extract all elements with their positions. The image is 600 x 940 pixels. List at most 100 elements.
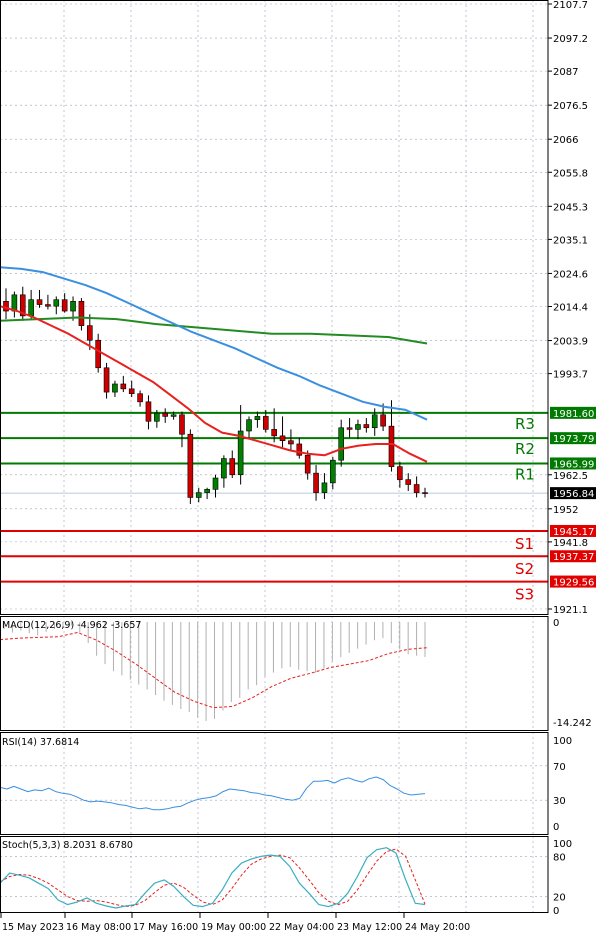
candle-body [170,414,177,417]
candle-body [95,339,101,369]
candle-body [271,429,277,437]
x-tick-label: 15 May 2023 [2,922,64,933]
candle-body [288,440,294,445]
macd-panel-border [0,616,549,731]
moving-average-slow [0,316,428,345]
level-price-label: 1937.37 [553,552,594,563]
y-tick-label: 2055.8 [553,168,588,179]
candle-body [405,479,412,485]
level-price-box [550,575,596,588]
candle-body [221,458,227,479]
candle-body [3,301,9,312]
candle-body [187,433,194,498]
candle-body [112,383,118,393]
candle-body [313,472,319,493]
level-name-r2: R2 [515,440,535,458]
candle-body [103,367,110,393]
candle-body [78,301,85,326]
x-tick-label: 19 May 00:00 [201,922,266,933]
candle-body [246,419,252,432]
level-price-box [550,550,596,563]
moving-average-fast [0,305,428,463]
y-tick-label: 2097.2 [553,34,588,45]
x-tick-label: 17 May 16:00 [133,922,198,933]
level-name-r3: R3 [515,415,535,433]
level-price-box [550,457,596,470]
candle-body [262,416,269,430]
rsi-panel-border [0,732,549,835]
candle-body [321,482,328,493]
stoch-tick-label: 0 [553,906,559,917]
level-name-r1: R1 [515,465,535,483]
candle-body [338,427,345,461]
x-tick-label: 22 May 04:00 [269,922,334,933]
y-tick-label: 1962.5 [553,471,588,482]
candle-body [397,466,403,480]
y-tick-label: 2014.4 [553,303,588,314]
candle-body [304,455,311,474]
rsi-line [0,776,426,811]
y-tick-label: 2024.6 [553,269,588,280]
level-price-label: 1929.56 [553,578,594,589]
candle-body [330,459,336,484]
level-price-box [550,432,596,445]
candle-body [154,412,160,422]
candle-body [145,401,152,422]
candle-body [45,304,51,307]
macd-tick-top: 0 [553,618,559,629]
level-price-label: 1945.17 [553,527,594,538]
moving-average-mid [0,266,428,421]
candle-body [371,414,378,429]
candle-body [422,492,428,494]
candle-body [212,477,219,490]
level-price-box [550,524,596,537]
candle-body [254,416,261,420]
stoch-tick-label: 100 [553,839,572,850]
candle-body [296,443,303,456]
candle-body [11,294,18,312]
candle-body [70,301,76,312]
candle-body [128,388,135,395]
time-axis: 15 May 2023 16 May 08:00 17 May 16:00 19 Ma… [0,913,470,933]
candle-body [346,427,353,430]
level-price-label: 1981.60 [553,409,594,420]
candle-body [380,414,386,427]
current-price-box [550,487,596,500]
candle-body [413,484,420,493]
x-tick-label: 24 May 20:00 [405,922,470,933]
y-tick-label: 1993.7 [553,370,588,381]
x-tick-label: 23 May 12:00 [337,922,402,933]
candle-body [195,492,202,498]
level-price-label: 1965.99 [553,459,594,470]
candle-body [120,383,127,390]
price-panel-border [0,0,549,615]
y-tick-label: 2035.1 [553,235,588,246]
stoch-k-line [0,847,426,909]
level-price-box [550,406,596,419]
y-tick-label: 1952 [553,505,578,516]
rsi-tick-label: 100 [553,736,572,747]
stochastic-panel: Stoch(5,3,3) 8.2031 8.6780 100 80 20 0 [0,836,572,917]
stoch-d-line [0,848,426,908]
candle-body [279,435,286,442]
current-price-label: 1956.84 [553,489,594,500]
x-tick-label: 16 May 08:00 [66,922,131,933]
candle-body [61,299,68,312]
candle-body [162,412,169,417]
candle-body [229,458,236,476]
rsi-tick-label: 30 [553,796,566,807]
stoch-title: Stoch(5,3,3) 8.2031 8.6780 [2,840,133,851]
level-name-s2: S2 [515,560,534,578]
y-tick-label: 2076.5 [553,101,588,112]
candle-body [36,299,43,305]
candle-body [237,430,244,476]
y-tick-label: 2066 [553,135,578,146]
macd-panel: MACD(12,26,9) -4.962 -3.657 0 -14.242 [0,616,592,731]
y-tick-label: 2045.3 [553,202,588,213]
rsi-panel: RSI(14) 37.6814 100 70 30 0 [0,732,572,835]
stoch-panel-border [0,836,549,913]
y-tick-label: 2107.7 [553,0,588,11]
level-name-s3: S3 [515,586,534,604]
candle-body [363,424,370,429]
